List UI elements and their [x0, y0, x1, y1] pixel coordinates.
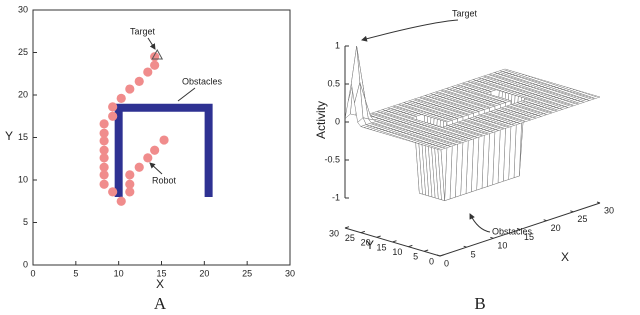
y-tick	[408, 244, 413, 248]
annotation: Obstacles	[182, 76, 223, 86]
y-tick-label: 15	[376, 242, 386, 252]
y-tick-label: 10	[18, 174, 28, 184]
annotation: Target	[452, 8, 478, 18]
x-tick	[570, 210, 574, 213]
x-label: X	[561, 250, 569, 264]
target-marker	[151, 49, 164, 60]
robot-point	[116, 93, 126, 103]
z-tick-label: 0.5	[327, 78, 340, 88]
y-tick-label: 15	[18, 132, 28, 142]
x-tick-label: 10	[114, 268, 124, 278]
x-tick	[596, 201, 601, 204]
y-label: Y	[366, 238, 374, 252]
robot-point	[143, 67, 153, 77]
y-tick	[439, 254, 445, 257]
arrow	[147, 37, 156, 50]
robot-point	[99, 170, 109, 180]
y-tick-label: 25	[18, 47, 28, 57]
caption: A	[154, 294, 167, 313]
x-tick-label: 15	[524, 232, 534, 242]
robot-point	[125, 170, 135, 180]
robot-point	[134, 76, 144, 86]
y-tick-label: 30	[18, 4, 28, 14]
caption: B	[474, 294, 485, 313]
y-tick	[344, 226, 350, 229]
x-tick	[516, 228, 521, 230]
x-tick	[543, 219, 547, 222]
arrow	[469, 213, 491, 233]
robot-point	[125, 187, 135, 197]
z-tick-label: 1	[335, 40, 340, 50]
robot-point	[125, 179, 135, 189]
y-tick-label: 0	[429, 256, 434, 266]
x-tick-label: 5	[471, 250, 476, 260]
robot-point	[108, 111, 118, 121]
arrow	[177, 87, 196, 102]
x-tick-label: 25	[577, 214, 587, 224]
y-tick-label: 20	[18, 89, 28, 99]
y-tick	[424, 249, 429, 252]
robot-point	[125, 84, 135, 94]
y-tick-label: 20	[361, 238, 371, 248]
robot-point	[116, 196, 126, 206]
x-tick-label: 30	[285, 268, 295, 278]
y-tick-label: 5	[413, 252, 418, 262]
robot-point	[134, 162, 144, 172]
robot-point	[143, 153, 153, 163]
robot-point	[99, 162, 109, 172]
x-label: X	[156, 277, 164, 291]
robot-point	[99, 179, 109, 189]
y-tick-label: 0	[23, 259, 28, 269]
robot-point	[99, 119, 109, 129]
y-tick	[392, 240, 397, 243]
z-tick-label: -1	[332, 192, 340, 202]
robot-point	[99, 136, 109, 146]
robot-point	[108, 187, 118, 197]
x-tick	[490, 236, 494, 239]
y-tick	[360, 230, 365, 234]
y-tick-label: 5	[23, 217, 28, 227]
z-tick-label: -0.5	[324, 154, 340, 164]
x-tick-label: 0	[444, 258, 449, 268]
robot-point	[108, 102, 118, 112]
y-label: Y	[5, 129, 13, 143]
surface-cell	[435, 147, 447, 151]
y-tick-label: 10	[392, 247, 402, 257]
x-tick-label: 20	[199, 268, 209, 278]
z-tick-label: 0	[335, 116, 340, 126]
robot-point	[99, 128, 109, 138]
surface	[344, 46, 601, 202]
x-tick-label: 20	[551, 223, 561, 233]
arrow	[149, 162, 163, 175]
y-tick	[376, 235, 381, 238]
robot-point	[150, 145, 160, 155]
x-tick	[436, 254, 441, 257]
z-label: Activity	[314, 101, 328, 139]
annotation: Robot	[152, 175, 177, 185]
robot-point	[99, 153, 109, 163]
robot-point	[159, 135, 169, 145]
y-tick-label: 30	[329, 228, 339, 238]
x-tick-label: 25	[242, 268, 252, 278]
annotation: Target	[130, 26, 156, 36]
robot-point	[150, 60, 160, 70]
x-tick-label: 15	[156, 268, 166, 278]
annotation: Obstacles	[492, 226, 533, 236]
obstacle	[114, 103, 213, 197]
arrow	[361, 19, 459, 42]
x-tick-label: 5	[73, 268, 78, 278]
x-tick-label: 0	[30, 268, 35, 278]
y-tick-label: 25	[345, 233, 355, 243]
robot-point	[150, 52, 160, 62]
robot-point	[99, 145, 109, 155]
x-tick-label: 30	[604, 205, 614, 215]
x-tick	[463, 245, 467, 248]
x-tick-label: 10	[497, 241, 507, 251]
